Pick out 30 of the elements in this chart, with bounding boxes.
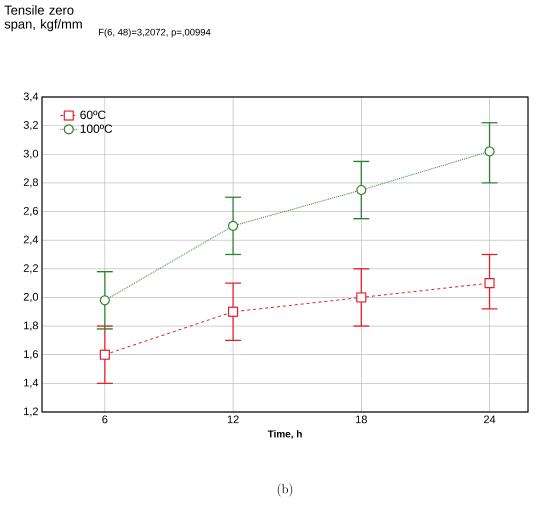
point	[356, 184, 366, 196]
x-tick-label: 18	[356, 416, 367, 424]
y-tick-label: 1,4	[24, 378, 38, 388]
y-tick-label: 1,8	[24, 322, 38, 331]
x-axis-title: Time, h	[268, 430, 302, 439]
y-tick-label: 2,4	[24, 236, 38, 245]
point	[228, 220, 238, 231]
legend-label: 100ºC	[80, 124, 112, 133]
point	[228, 306, 238, 317]
point	[484, 278, 495, 288]
point	[100, 295, 110, 306]
y-tick-label: 3,0	[24, 150, 38, 159]
x-tick-label: 6	[102, 416, 108, 424]
y-tick-label: 2,6	[24, 207, 38, 216]
x-tick-label: 12	[228, 416, 239, 424]
point	[100, 350, 110, 360]
y-tick-label: 2,0	[24, 292, 38, 302]
y-tick-label: 2,8	[24, 178, 38, 188]
y-tick-label: 1,6	[24, 350, 38, 360]
point	[356, 292, 366, 303]
y-tick-label: 1,2	[24, 407, 38, 417]
y-tick-label: 3,4	[24, 92, 38, 102]
y-tick-label: 3,2	[24, 121, 38, 130]
y-axis-title: Tensile zero span, kgf/mm	[4, 5, 82, 32]
legend-label: 60ºC	[80, 110, 106, 120]
chart-title: F(6, 48)=3,2072, p=,00994	[98, 28, 211, 38]
x-tick-label: 24	[484, 416, 496, 424]
point	[484, 146, 495, 156]
y-tick-label: 2,2	[24, 264, 38, 274]
text: (b)	[278, 483, 292, 496]
